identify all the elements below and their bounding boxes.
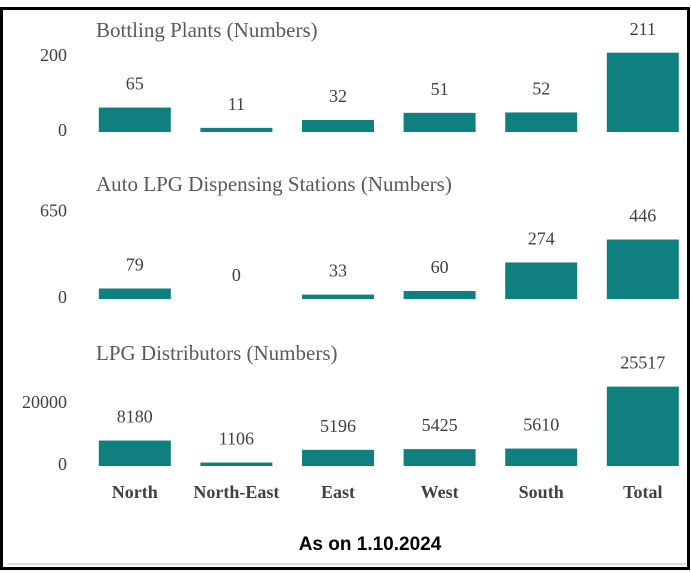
value-label: 11 [228, 94, 245, 114]
bar [302, 449, 374, 466]
x-tick-label: North [112, 482, 158, 502]
bar [302, 119, 374, 132]
value-label: 446 [629, 206, 656, 226]
value-label: 274 [528, 229, 555, 249]
value-label: 211 [630, 19, 656, 39]
value-label: 32 [329, 86, 347, 106]
x-tick-label: South [519, 482, 564, 502]
y-tick-label: 0 [58, 454, 67, 474]
y-tick-label: 20000 [22, 392, 67, 412]
value-label: 1106 [219, 429, 254, 449]
bar [606, 386, 679, 466]
bar [98, 440, 171, 466]
x-tick-label: West [421, 482, 459, 502]
bar [403, 112, 476, 132]
value-label: 5610 [523, 415, 559, 435]
value-label: 60 [431, 257, 449, 277]
bar [98, 288, 171, 299]
value-label: 5196 [320, 416, 356, 436]
value-label: 65 [126, 74, 144, 94]
x-tick-label: Total [623, 482, 662, 502]
chart-title: Bottling Plants (Numbers) [96, 18, 318, 42]
value-label: 25517 [620, 353, 665, 373]
frame [0, 7, 690, 570]
bar [505, 262, 578, 299]
bar [606, 239, 679, 299]
value-label: 79 [126, 255, 144, 275]
y-tick-label: 0 [58, 287, 67, 307]
bar [505, 112, 578, 132]
value-label: 51 [431, 79, 449, 99]
bar [606, 52, 679, 132]
footnote: As on 1.10.2024 [299, 534, 442, 555]
bar [98, 107, 171, 132]
bar [403, 449, 476, 466]
bar [302, 294, 374, 299]
chart-title: Auto LPG Dispensing Stations (Numbers) [96, 172, 452, 196]
bar [200, 127, 273, 132]
x-tick-label: East [321, 482, 355, 502]
value-label: 0 [232, 265, 241, 285]
x-tick-label: North-East [193, 482, 279, 502]
value-label: 33 [329, 261, 347, 281]
bar [200, 462, 273, 466]
bar [505, 448, 578, 466]
y-tick-label: 200 [40, 45, 67, 65]
y-tick-label: 0 [58, 120, 67, 140]
value-label: 8180 [117, 407, 153, 427]
value-label: 5425 [422, 415, 458, 435]
chart-title: LPG Distributors (Numbers) [96, 341, 337, 365]
y-tick-label: 650 [40, 200, 67, 220]
value-label: 52 [532, 79, 550, 99]
bar [403, 291, 476, 299]
